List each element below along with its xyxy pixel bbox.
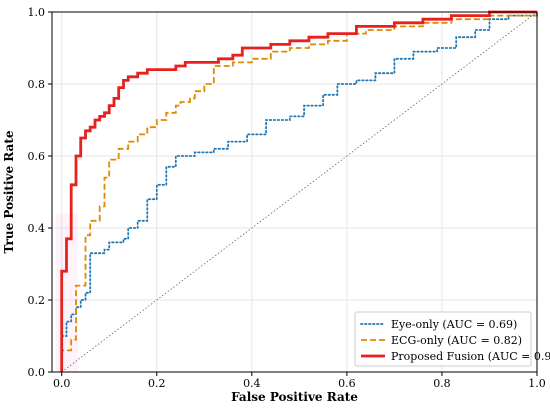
y-tick-label: 0.0 — [28, 366, 46, 379]
legend-box — [354, 311, 532, 367]
axis-ticks: 0.0 0.2 0.4 0.6 0.8 1.0 0.0 0.2 0.4 0.6 0.8 1.0 — [28, 6, 546, 390]
y-tick-label: 0.4 — [28, 222, 46, 235]
series-line-2 — [60, 10, 537, 372]
legend-entry-0: Eye-only (AUC = 0.69) — [391, 318, 517, 331]
y-tick-label: 1.0 — [28, 6, 46, 19]
legend: Eye-only (AUC = 0.69) ECG-only (AUC = 0.8… — [354, 311, 550, 367]
y-tick-label: 0.6 — [28, 150, 46, 163]
plot-frame — [51, 11, 538, 373]
x-tick-label: 0.6 — [338, 377, 356, 390]
series-line-0 — [60, 11, 538, 373]
y-tick-label: 0.8 — [28, 78, 46, 91]
series-line-1 — [60, 12, 538, 372]
x-tick-label: 0.8 — [433, 377, 451, 390]
x-tick-label: 1.0 — [528, 377, 546, 390]
x-axis-label: False Positive Rate — [231, 390, 358, 404]
series-layer — [55, 10, 538, 373]
highlight-region — [55, 213, 78, 372]
legend-entry-1: ECG-only (AUC = 0.82) — [391, 334, 522, 347]
x-tick-label: 0.2 — [148, 377, 166, 390]
y-tick-label: 0.2 — [28, 294, 46, 307]
chance-reference-line — [61, 11, 538, 373]
x-tick-label: 0.4 — [243, 377, 261, 390]
legend-entry-2: Proposed Fusion (AUC = 0.90) — [391, 350, 550, 363]
x-tick-label: 0.0 — [53, 377, 71, 390]
y-axis-label: True Positive Rate — [2, 130, 16, 253]
